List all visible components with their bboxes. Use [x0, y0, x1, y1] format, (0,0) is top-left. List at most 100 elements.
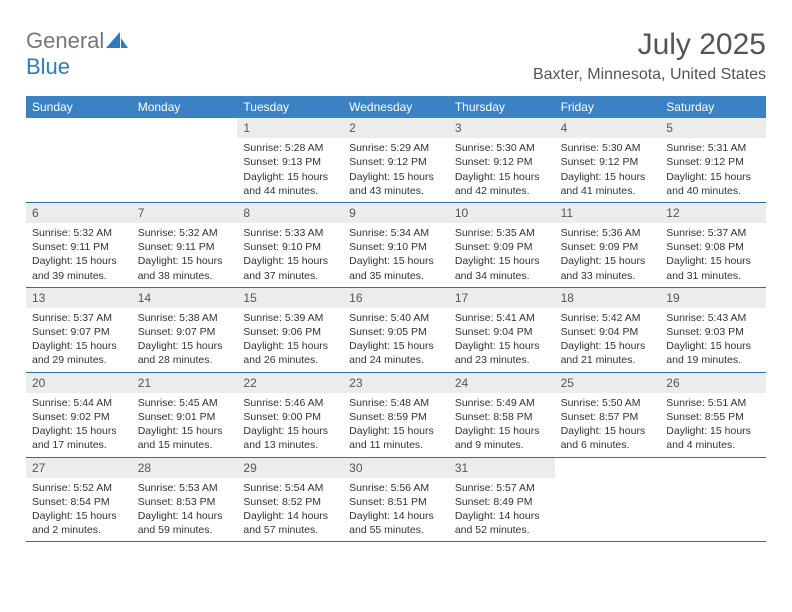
day-number: 8 — [237, 203, 343, 223]
daylight-text: Daylight: 14 hours and 57 minutes. — [243, 509, 337, 537]
sunrise-text: Sunrise: 5:36 AM — [561, 226, 655, 240]
day-body — [660, 478, 766, 485]
day-body: Sunrise: 5:40 AMSunset: 9:05 PMDaylight:… — [343, 308, 449, 372]
day-body: Sunrise: 5:43 AMSunset: 9:03 PMDaylight:… — [660, 308, 766, 372]
day-cell — [26, 118, 132, 202]
day-cell: 5Sunrise: 5:31 AMSunset: 9:12 PMDaylight… — [660, 118, 766, 202]
daylight-text: Daylight: 15 hours and 21 minutes. — [561, 339, 655, 367]
sunset-text: Sunset: 9:10 PM — [349, 240, 443, 254]
week-row: 13Sunrise: 5:37 AMSunset: 9:07 PMDayligh… — [26, 288, 766, 373]
sunset-text: Sunset: 9:11 PM — [138, 240, 232, 254]
sunset-text: Sunset: 9:12 PM — [455, 155, 549, 169]
day-cell: 9Sunrise: 5:34 AMSunset: 9:10 PMDaylight… — [343, 203, 449, 287]
day-number: 3 — [449, 118, 555, 138]
sunrise-text: Sunrise: 5:57 AM — [455, 481, 549, 495]
day-cell — [132, 118, 238, 202]
day-header-thu: Thursday — [449, 96, 555, 118]
sunrise-text: Sunrise: 5:42 AM — [561, 311, 655, 325]
day-number: 5 — [660, 118, 766, 138]
daylight-text: Daylight: 15 hours and 43 minutes. — [349, 170, 443, 198]
day-header-tue: Tuesday — [237, 96, 343, 118]
day-body: Sunrise: 5:33 AMSunset: 9:10 PMDaylight:… — [237, 223, 343, 287]
day-cell: 11Sunrise: 5:36 AMSunset: 9:09 PMDayligh… — [555, 203, 661, 287]
day-cell: 24Sunrise: 5:49 AMSunset: 8:58 PMDayligh… — [449, 373, 555, 457]
sunset-text: Sunset: 8:49 PM — [455, 495, 549, 509]
day-cell: 10Sunrise: 5:35 AMSunset: 9:09 PMDayligh… — [449, 203, 555, 287]
sunset-text: Sunset: 9:01 PM — [138, 410, 232, 424]
day-number — [26, 118, 132, 138]
sunset-text: Sunset: 9:03 PM — [666, 325, 760, 339]
day-body: Sunrise: 5:45 AMSunset: 9:01 PMDaylight:… — [132, 393, 238, 457]
sunrise-text: Sunrise: 5:30 AM — [455, 141, 549, 155]
logo-text: General Blue — [26, 28, 128, 80]
sunrise-text: Sunrise: 5:33 AM — [243, 226, 337, 240]
sunset-text: Sunset: 8:57 PM — [561, 410, 655, 424]
day-body: Sunrise: 5:52 AMSunset: 8:54 PMDaylight:… — [26, 478, 132, 542]
daylight-text: Daylight: 15 hours and 35 minutes. — [349, 254, 443, 282]
daylight-text: Daylight: 14 hours and 59 minutes. — [138, 509, 232, 537]
day-body: Sunrise: 5:56 AMSunset: 8:51 PMDaylight:… — [343, 478, 449, 542]
sunrise-text: Sunrise: 5:49 AM — [455, 396, 549, 410]
page: General Blue July 2025 Baxter, Minnesota… — [0, 0, 792, 562]
sunrise-text: Sunrise: 5:29 AM — [349, 141, 443, 155]
day-number: 15 — [237, 288, 343, 308]
sunrise-text: Sunrise: 5:40 AM — [349, 311, 443, 325]
sunset-text: Sunset: 9:12 PM — [561, 155, 655, 169]
day-number: 2 — [343, 118, 449, 138]
sunset-text: Sunset: 9:04 PM — [561, 325, 655, 339]
day-cell: 13Sunrise: 5:37 AMSunset: 9:07 PMDayligh… — [26, 288, 132, 372]
day-body: Sunrise: 5:57 AMSunset: 8:49 PMDaylight:… — [449, 478, 555, 542]
brand-logo: General Blue — [26, 28, 128, 80]
sunset-text: Sunset: 9:12 PM — [666, 155, 760, 169]
daylight-text: Daylight: 15 hours and 34 minutes. — [455, 254, 549, 282]
day-number: 28 — [132, 458, 238, 478]
day-number: 25 — [555, 373, 661, 393]
sunset-text: Sunset: 9:11 PM — [32, 240, 126, 254]
sunrise-text: Sunrise: 5:51 AM — [666, 396, 760, 410]
sunrise-text: Sunrise: 5:37 AM — [32, 311, 126, 325]
sunset-text: Sunset: 9:08 PM — [666, 240, 760, 254]
sunrise-text: Sunrise: 5:43 AM — [666, 311, 760, 325]
day-body — [555, 478, 661, 485]
daylight-text: Daylight: 15 hours and 41 minutes. — [561, 170, 655, 198]
sunrise-text: Sunrise: 5:39 AM — [243, 311, 337, 325]
day-body: Sunrise: 5:30 AMSunset: 9:12 PMDaylight:… — [555, 138, 661, 202]
day-cell: 12Sunrise: 5:37 AMSunset: 9:08 PMDayligh… — [660, 203, 766, 287]
weeks-container: 1Sunrise: 5:28 AMSunset: 9:13 PMDaylight… — [26, 118, 766, 542]
title-block: July 2025 Baxter, Minnesota, United Stat… — [533, 28, 766, 84]
daylight-text: Daylight: 15 hours and 24 minutes. — [349, 339, 443, 367]
day-body: Sunrise: 5:34 AMSunset: 9:10 PMDaylight:… — [343, 223, 449, 287]
day-number: 20 — [26, 373, 132, 393]
day-number: 16 — [343, 288, 449, 308]
sunset-text: Sunset: 8:53 PM — [138, 495, 232, 509]
sunset-text: Sunset: 9:06 PM — [243, 325, 337, 339]
daylight-text: Daylight: 14 hours and 52 minutes. — [455, 509, 549, 537]
day-cell: 16Sunrise: 5:40 AMSunset: 9:05 PMDayligh… — [343, 288, 449, 372]
day-number: 17 — [449, 288, 555, 308]
day-body: Sunrise: 5:48 AMSunset: 8:59 PMDaylight:… — [343, 393, 449, 457]
daylight-text: Daylight: 15 hours and 4 minutes. — [666, 424, 760, 452]
daylight-text: Daylight: 15 hours and 2 minutes. — [32, 509, 126, 537]
sunset-text: Sunset: 8:55 PM — [666, 410, 760, 424]
day-body: Sunrise: 5:35 AMSunset: 9:09 PMDaylight:… — [449, 223, 555, 287]
sunset-text: Sunset: 8:51 PM — [349, 495, 443, 509]
sunrise-text: Sunrise: 5:38 AM — [138, 311, 232, 325]
brand-blue: Blue — [26, 54, 70, 79]
sunrise-text: Sunrise: 5:35 AM — [455, 226, 549, 240]
day-number: 1 — [237, 118, 343, 138]
sunset-text: Sunset: 9:02 PM — [32, 410, 126, 424]
sunset-text: Sunset: 8:54 PM — [32, 495, 126, 509]
day-cell: 25Sunrise: 5:50 AMSunset: 8:57 PMDayligh… — [555, 373, 661, 457]
day-number — [132, 118, 238, 138]
sunrise-text: Sunrise: 5:34 AM — [349, 226, 443, 240]
daylight-text: Daylight: 15 hours and 38 minutes. — [138, 254, 232, 282]
sunrise-text: Sunrise: 5:32 AM — [32, 226, 126, 240]
day-number: 31 — [449, 458, 555, 478]
day-number: 4 — [555, 118, 661, 138]
sunrise-text: Sunrise: 5:32 AM — [138, 226, 232, 240]
day-number: 22 — [237, 373, 343, 393]
sunset-text: Sunset: 9:00 PM — [243, 410, 337, 424]
sunrise-text: Sunrise: 5:31 AM — [666, 141, 760, 155]
sail-icon — [106, 35, 128, 52]
day-body: Sunrise: 5:37 AMSunset: 9:08 PMDaylight:… — [660, 223, 766, 287]
